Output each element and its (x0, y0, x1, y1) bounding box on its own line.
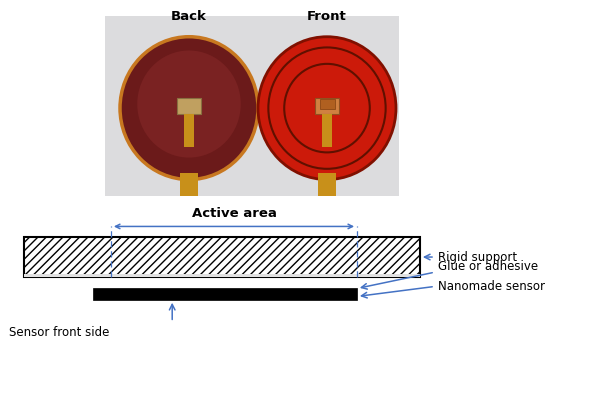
Bar (24, 237, 420, 277)
Bar (318, 173, 336, 196)
Ellipse shape (258, 37, 396, 180)
Bar (184, 114, 194, 147)
Bar (180, 173, 198, 196)
Text: Sensor front side: Sensor front side (9, 326, 109, 339)
Bar (105, 16, 399, 196)
Ellipse shape (120, 37, 258, 180)
Text: Rigid support: Rigid support (438, 251, 517, 264)
Text: Active area: Active area (191, 207, 277, 220)
Text: Nanomade sensor: Nanomade sensor (438, 280, 545, 293)
Text: Glue or adhesive: Glue or adhesive (438, 259, 538, 273)
Bar (315, 98, 339, 114)
Ellipse shape (137, 51, 241, 157)
Bar (24, 274, 420, 277)
Text: Front: Front (307, 10, 347, 23)
Bar (320, 99, 335, 109)
Bar (177, 98, 201, 114)
Bar (93, 288, 357, 300)
Bar (322, 114, 332, 147)
Text: Back: Back (171, 10, 207, 23)
